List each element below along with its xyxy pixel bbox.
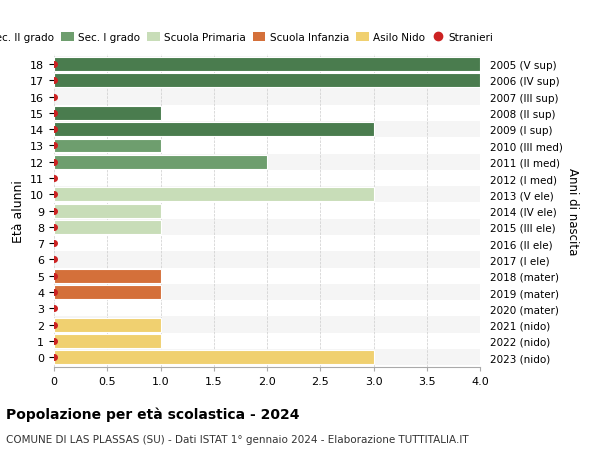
Bar [54, 203, 480, 219]
Bar [54, 106, 480, 122]
Bar [54, 219, 480, 235]
Bar [54, 154, 480, 170]
Bar [54, 318, 161, 332]
Bar [54, 187, 480, 203]
Y-axis label: Età alunni: Età alunni [11, 180, 25, 242]
Bar [54, 301, 480, 317]
Bar [54, 204, 161, 218]
Bar [54, 334, 161, 348]
Bar [54, 139, 161, 153]
Bar [54, 252, 480, 268]
Bar [54, 220, 161, 234]
Bar [54, 235, 480, 252]
Text: Popolazione per età scolastica - 2024: Popolazione per età scolastica - 2024 [6, 406, 299, 421]
Bar [54, 89, 480, 106]
Text: COMUNE DI LAS PLASSAS (SU) - Dati ISTAT 1° gennaio 2024 - Elaborazione TUTTITALI: COMUNE DI LAS PLASSAS (SU) - Dati ISTAT … [6, 434, 469, 444]
Bar [54, 349, 480, 365]
Bar [54, 58, 480, 72]
Bar [54, 123, 373, 137]
Bar [54, 170, 480, 187]
Bar [54, 188, 373, 202]
Bar [54, 106, 161, 121]
Bar [54, 57, 480, 73]
Bar [54, 351, 373, 364]
Bar [54, 156, 267, 169]
Bar [54, 122, 480, 138]
Bar [54, 284, 480, 301]
Bar [54, 269, 161, 283]
Bar [54, 138, 480, 154]
Y-axis label: Anni di nascita: Anni di nascita [566, 168, 579, 255]
Bar [54, 73, 480, 89]
Legend: Sec. II grado, Sec. I grado, Scuola Primaria, Scuola Infanzia, Asilo Nido, Stran: Sec. II grado, Sec. I grado, Scuola Prim… [0, 29, 498, 47]
Bar [54, 333, 480, 349]
Bar [54, 268, 480, 284]
Bar [54, 317, 480, 333]
Bar [54, 285, 161, 299]
Bar [54, 74, 480, 88]
